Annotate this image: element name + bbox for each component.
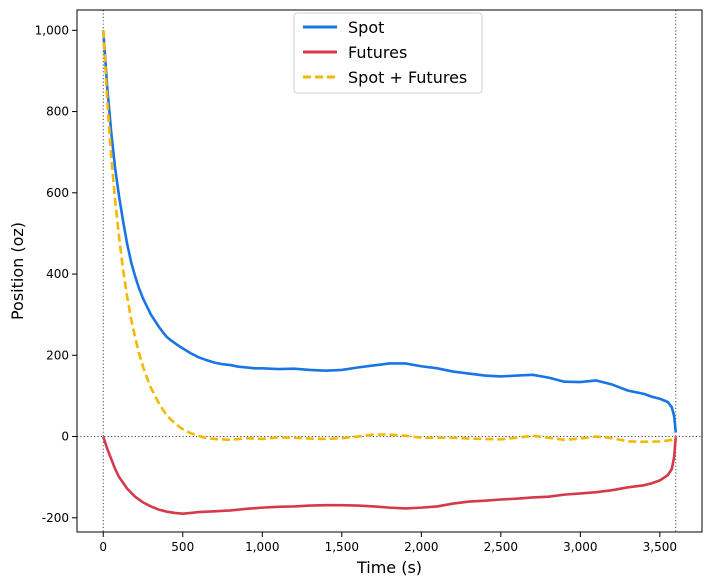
legend: Spot Futures Spot + Futures bbox=[293, 12, 483, 94]
x-tick-label: 1,500 bbox=[325, 540, 359, 554]
plot-frame bbox=[76, 9, 703, 533]
y-tick-label: -200 bbox=[42, 511, 69, 525]
legend-label: Spot bbox=[348, 18, 384, 37]
x-tick-label: 1,000 bbox=[245, 540, 279, 554]
y-tick-label: 0 bbox=[61, 430, 69, 444]
x-tick-label: 3,500 bbox=[643, 540, 677, 554]
x-tick-label: 3,000 bbox=[563, 540, 597, 554]
series-line-futures bbox=[102, 436, 678, 516]
y-tick-label: 1,000 bbox=[35, 23, 69, 37]
y-axis: -200 0 200 400 600 800 1,000 bbox=[35, 23, 77, 525]
y-tick-label: 400 bbox=[46, 267, 69, 281]
y-tick-label: 800 bbox=[46, 105, 69, 119]
series-line-spot bbox=[101, 30, 678, 433]
legend-box bbox=[293, 12, 483, 94]
x-tick-label: 2,500 bbox=[484, 540, 518, 554]
x-tick-label: 500 bbox=[171, 540, 194, 554]
y-axis-title: Position (oz) bbox=[8, 222, 27, 320]
y-tick-label: 200 bbox=[46, 348, 69, 362]
y-tick-label: 600 bbox=[46, 186, 69, 200]
series-layer bbox=[101, 30, 678, 516]
x-axis-title: Time (s) bbox=[356, 558, 422, 577]
series-line-spot-futures bbox=[101, 30, 677, 444]
legend-label: Futures bbox=[348, 43, 407, 62]
x-tick-label: 2,000 bbox=[404, 540, 438, 554]
x-axis: 0 500 1,000 1,500 2,000 2,500 3,000 3,500 bbox=[99, 532, 677, 554]
x-tick-label: 0 bbox=[99, 540, 107, 554]
legend-label: Spot + Futures bbox=[348, 68, 467, 87]
